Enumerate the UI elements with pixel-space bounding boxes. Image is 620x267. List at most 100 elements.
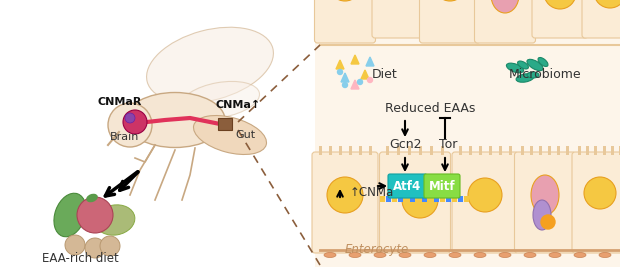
Circle shape [342, 83, 347, 88]
Bar [567, 146, 569, 155]
Bar [458, 196, 463, 202]
Ellipse shape [574, 253, 586, 257]
Circle shape [358, 80, 363, 84]
FancyBboxPatch shape [388, 174, 427, 198]
Ellipse shape [374, 253, 386, 257]
Ellipse shape [468, 178, 502, 212]
Ellipse shape [125, 92, 225, 147]
Ellipse shape [518, 61, 528, 69]
FancyBboxPatch shape [314, 0, 376, 43]
FancyBboxPatch shape [372, 0, 428, 38]
Text: Diet: Diet [372, 69, 398, 81]
Ellipse shape [193, 116, 267, 155]
Ellipse shape [499, 253, 511, 257]
Ellipse shape [531, 175, 559, 215]
Bar [539, 146, 542, 155]
Text: EAA-rich diet: EAA-rich diet [42, 252, 118, 265]
Ellipse shape [424, 253, 436, 257]
Bar [348, 146, 352, 155]
Ellipse shape [507, 63, 523, 73]
Bar [386, 196, 391, 202]
Ellipse shape [349, 253, 361, 257]
Text: CNMaR: CNMaR [98, 97, 142, 107]
Ellipse shape [599, 253, 611, 257]
FancyBboxPatch shape [379, 152, 451, 253]
Ellipse shape [527, 72, 539, 78]
Ellipse shape [402, 182, 438, 218]
Bar [586, 146, 589, 155]
Polygon shape [336, 60, 344, 69]
Polygon shape [351, 80, 359, 89]
Text: Atf4: Atf4 [393, 179, 422, 193]
Circle shape [77, 197, 113, 233]
Bar [380, 196, 385, 202]
Ellipse shape [449, 253, 461, 257]
Bar [329, 146, 332, 155]
Circle shape [337, 69, 342, 74]
Bar [578, 146, 581, 155]
Bar [416, 196, 421, 202]
Bar [410, 196, 415, 202]
Ellipse shape [327, 177, 363, 213]
Ellipse shape [146, 27, 273, 103]
Ellipse shape [95, 205, 135, 235]
Bar [479, 146, 482, 155]
Ellipse shape [324, 253, 336, 257]
Bar [428, 196, 433, 202]
FancyBboxPatch shape [312, 152, 378, 253]
Bar [430, 146, 433, 155]
Bar [459, 146, 461, 155]
Circle shape [85, 238, 105, 258]
Polygon shape [361, 70, 369, 79]
Bar [404, 196, 409, 202]
Ellipse shape [329, 0, 361, 1]
Text: Tor: Tor [439, 139, 457, 151]
Ellipse shape [474, 253, 486, 257]
Circle shape [100, 236, 120, 256]
Bar [557, 146, 560, 155]
Bar [358, 146, 361, 155]
Text: ↑CNMa: ↑CNMa [350, 186, 394, 198]
Polygon shape [341, 73, 349, 82]
Bar [368, 146, 371, 155]
Bar [603, 146, 606, 155]
Bar [386, 146, 389, 155]
FancyBboxPatch shape [420, 0, 480, 43]
Ellipse shape [434, 0, 466, 1]
Bar [452, 196, 457, 202]
Bar [489, 146, 492, 155]
Bar [464, 196, 469, 202]
Bar [595, 146, 597, 155]
Ellipse shape [86, 194, 98, 202]
Ellipse shape [594, 0, 620, 8]
Ellipse shape [544, 0, 576, 9]
Circle shape [123, 110, 147, 134]
FancyBboxPatch shape [532, 0, 588, 38]
Ellipse shape [524, 253, 536, 257]
Text: Gut: Gut [235, 130, 255, 140]
Bar [498, 146, 502, 155]
Bar [408, 146, 411, 155]
FancyBboxPatch shape [315, 0, 620, 267]
Ellipse shape [180, 81, 260, 119]
Ellipse shape [538, 57, 548, 66]
Text: Reduced EAAs: Reduced EAAs [385, 101, 475, 115]
Bar [446, 196, 451, 202]
Bar [419, 146, 422, 155]
Bar [339, 146, 342, 155]
Bar [441, 146, 443, 155]
Text: Brain: Brain [110, 132, 140, 142]
Bar [422, 196, 427, 202]
Bar [218, 118, 232, 130]
Circle shape [368, 77, 373, 83]
FancyBboxPatch shape [572, 152, 620, 253]
FancyBboxPatch shape [582, 0, 620, 38]
Bar [619, 146, 620, 155]
Ellipse shape [491, 0, 519, 13]
Ellipse shape [584, 177, 616, 209]
Ellipse shape [549, 253, 561, 257]
Circle shape [125, 113, 135, 123]
Text: Enterocyte: Enterocyte [345, 244, 409, 257]
Polygon shape [366, 57, 374, 66]
Bar [392, 196, 397, 202]
